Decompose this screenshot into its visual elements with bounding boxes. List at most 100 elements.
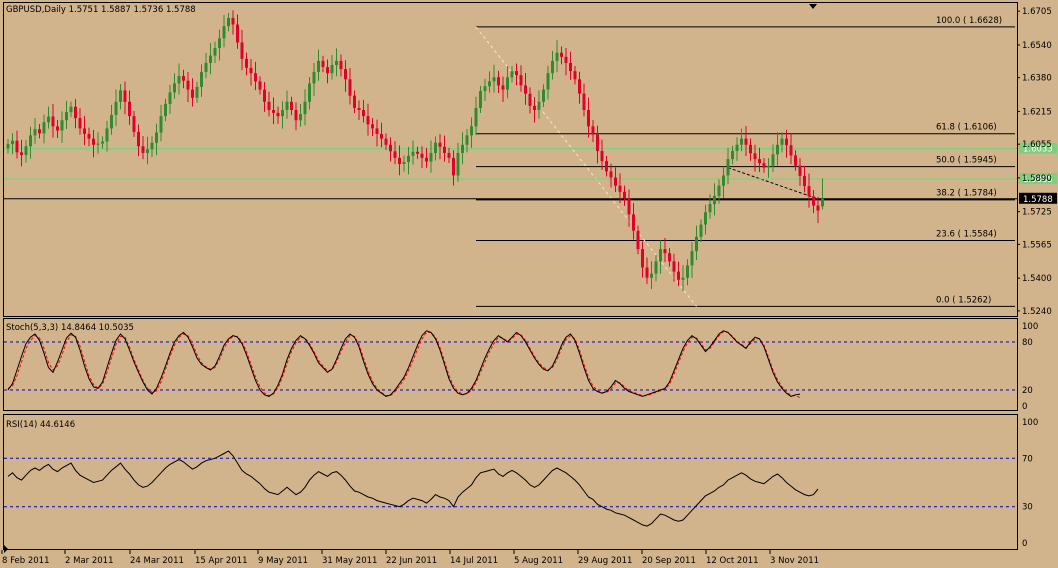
price-tick-label: 1.5240 bbox=[1022, 307, 1052, 317]
price-tick-label: 1.6380 bbox=[1022, 74, 1052, 84]
candle-body bbox=[420, 153, 424, 158]
candle-body bbox=[312, 71, 316, 84]
candle-body bbox=[272, 109, 275, 113]
fibonacci-retracement[interactable]: 100.0 ( 1.6628) 61.8 ( 1.6106) 50.0 ( 1.59… bbox=[476, 16, 1015, 307]
time-tick-label: 5 Aug 2011 bbox=[514, 556, 563, 566]
candle-body bbox=[609, 171, 613, 178]
time-tick-label: 29 Aug 2011 bbox=[578, 556, 632, 566]
candle-body bbox=[686, 265, 689, 278]
candle-body bbox=[6, 144, 10, 149]
candle-body bbox=[20, 152, 23, 155]
candle-body bbox=[299, 114, 302, 121]
candle-body bbox=[29, 135, 32, 147]
level-price-tag bbox=[1019, 142, 1057, 154]
candle-body bbox=[348, 79, 352, 96]
candle-body bbox=[191, 89, 194, 98]
candle-body bbox=[87, 133, 91, 139]
price-tick-label: 1.6215 bbox=[1022, 107, 1052, 117]
candle-body bbox=[258, 81, 262, 90]
candle-body bbox=[551, 60, 554, 74]
candle-body bbox=[564, 56, 568, 63]
candle-body bbox=[569, 62, 572, 72]
candle-body bbox=[195, 86, 199, 98]
candle-body bbox=[681, 277, 685, 280]
candle-body bbox=[159, 116, 163, 133]
stoch-signal-line bbox=[7, 331, 801, 399]
candle-body bbox=[411, 151, 415, 156]
candle-body bbox=[407, 155, 410, 162]
horizontal-lines[interactable]: 1.6033 1.5885 1.5788 bbox=[4, 142, 1057, 205]
candle-body bbox=[218, 38, 221, 49]
candle-body bbox=[488, 81, 491, 87]
candle-body bbox=[78, 118, 82, 129]
candle-body bbox=[74, 106, 77, 119]
candle-body bbox=[461, 144, 464, 153]
candle-body bbox=[402, 161, 406, 165]
candle-body bbox=[164, 103, 167, 117]
stochastic-label: Stoch(5,3,3) 14.8464 10.5035 bbox=[6, 323, 134, 333]
candle-body bbox=[200, 71, 203, 87]
candle-body bbox=[794, 155, 797, 166]
stochastic-pane: 100 80 20 0 bbox=[4, 322, 1038, 412]
candle-body bbox=[83, 128, 86, 134]
candle-body bbox=[699, 224, 703, 237]
rsi-label: RSI(14) 44.6146 bbox=[6, 420, 75, 430]
candle-body bbox=[51, 116, 55, 127]
candle-body bbox=[393, 151, 397, 158]
fib-level-label: 100.0 ( 1.6628) bbox=[936, 16, 1002, 26]
chart-shift-marker[interactable] bbox=[809, 4, 817, 9]
candle-body bbox=[344, 69, 347, 80]
time-tick-label: 15 Apr 2011 bbox=[195, 556, 248, 566]
candle-body bbox=[15, 140, 19, 153]
candle-body bbox=[267, 101, 271, 110]
candle-body bbox=[371, 124, 374, 129]
candle-body bbox=[528, 93, 532, 106]
price-tick-label: 1.5890 bbox=[1022, 174, 1052, 184]
candle-body bbox=[740, 138, 743, 145]
candle-body bbox=[645, 267, 649, 278]
candle-body bbox=[618, 185, 622, 192]
candle-body bbox=[771, 154, 775, 166]
candle-body bbox=[636, 230, 640, 250]
candle-body bbox=[317, 60, 320, 72]
candle-body bbox=[600, 150, 604, 162]
candle-body bbox=[776, 144, 779, 155]
current-price-tag bbox=[1019, 192, 1057, 204]
level-price-tag bbox=[1019, 172, 1057, 184]
candle-body bbox=[380, 133, 383, 139]
candle-body bbox=[735, 144, 739, 151]
candle-body bbox=[128, 101, 131, 117]
scroll-marker[interactable] bbox=[4, 545, 8, 553]
price-axis: 1.6705 1.6540 1.6380 1.6215 1.6055 1.5890 1.57… bbox=[1017, 7, 1052, 317]
candle-body bbox=[780, 138, 784, 145]
candle-body bbox=[546, 73, 550, 90]
candle-body bbox=[497, 77, 500, 86]
candle-body bbox=[389, 144, 392, 152]
candle-body bbox=[578, 79, 581, 94]
candle-body bbox=[524, 85, 527, 94]
candle-body bbox=[321, 60, 325, 68]
candle-body bbox=[425, 157, 428, 162]
candle-body bbox=[326, 67, 329, 74]
candle-body bbox=[668, 253, 671, 262]
candle-body bbox=[105, 128, 109, 142]
support-trend-line[interactable] bbox=[727, 167, 823, 201]
stoch-tick-label: 0 bbox=[1022, 402, 1027, 412]
level-price-label: 1.5885 bbox=[1023, 175, 1053, 185]
candle-body bbox=[650, 273, 653, 278]
candle-body bbox=[110, 114, 113, 129]
candle-body bbox=[236, 24, 239, 43]
candle-body bbox=[366, 116, 370, 125]
fib-level-label: 50.0 ( 1.5945) bbox=[936, 156, 997, 166]
candle-body bbox=[285, 101, 289, 110]
candle-body bbox=[65, 112, 68, 121]
candle-body bbox=[38, 129, 41, 134]
candle-body bbox=[384, 138, 388, 145]
time-tick-label: 3 Nov 2011 bbox=[770, 556, 819, 566]
candle-body bbox=[717, 185, 721, 196]
candle-body bbox=[695, 236, 698, 252]
candle-body bbox=[330, 64, 334, 74]
candle-body bbox=[42, 122, 46, 134]
candle-body bbox=[465, 135, 469, 145]
